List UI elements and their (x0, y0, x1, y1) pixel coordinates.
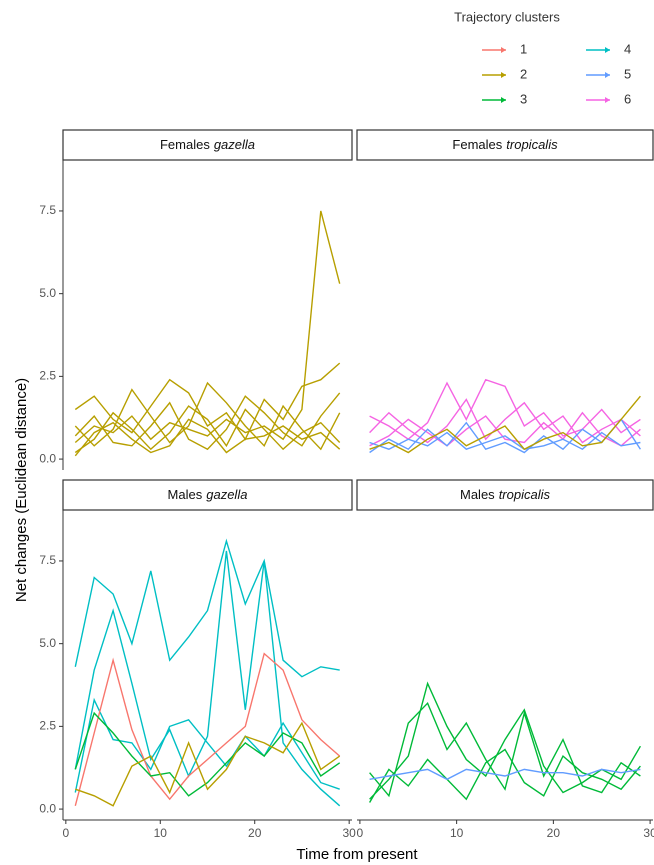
legend-label: 5 (624, 66, 631, 81)
legend-arrow (605, 72, 610, 78)
x-tick-label: 10 (154, 826, 168, 840)
trajectory-line (74, 405, 341, 454)
y-tick-label: 5.0 (39, 636, 56, 650)
legend-label: 4 (624, 41, 631, 56)
legend-arrow (501, 72, 506, 78)
x-tick-label: 20 (547, 826, 561, 840)
legend-label: 2 (520, 66, 527, 81)
facet-strip (62, 129, 353, 161)
facet-species: gazella (206, 487, 247, 502)
legend-arrow (501, 47, 506, 53)
legend-title: Trajectory clusters (454, 9, 560, 24)
x-tick-label: 30 (643, 826, 654, 840)
trajectory-line (369, 681, 642, 800)
x-tick-label: 20 (248, 826, 262, 840)
trajectory-line (74, 418, 341, 457)
trajectory-line (369, 701, 641, 798)
facet-strip (356, 479, 654, 511)
trajectory-line (369, 768, 641, 781)
trajectory-line (74, 550, 341, 807)
y-tick-label: 0.0 (39, 801, 56, 815)
trajectory-line (74, 210, 341, 444)
legend-arrow (501, 97, 506, 103)
facet-species: tropicalis (506, 137, 558, 152)
y-tick-label: 5.0 (39, 286, 56, 300)
facet-title: Males gazella (168, 487, 248, 502)
trajectory-line (369, 411, 641, 447)
trajectory-line (75, 721, 341, 807)
facet-species: gazella (214, 137, 255, 152)
facet-sex: Males (168, 487, 203, 502)
trajectory-line (369, 418, 641, 454)
x-axis-title: Time from present (296, 846, 418, 863)
facet-strip (356, 129, 654, 161)
trajectory-line (74, 711, 341, 797)
x-tick-label: 0 (357, 826, 364, 840)
legend-arrow (605, 97, 610, 103)
y-axis-title: Net changes (Euclidean distance) (13, 378, 30, 602)
x-tick-label: 30 (342, 826, 356, 840)
trajectory-line (74, 538, 340, 678)
y-tick-label: 0.0 (39, 451, 56, 465)
trajectory-line (74, 652, 341, 806)
y-tick-label: 7.5 (39, 203, 56, 217)
legend-label: 6 (624, 91, 631, 106)
facet-title: Males tropicalis (460, 487, 550, 502)
y-tick-label: 2.5 (39, 369, 56, 383)
trajectory-line (74, 381, 341, 451)
y-tick-label: 2.5 (39, 719, 56, 733)
x-tick-label: 10 (450, 826, 464, 840)
facet-title: Females tropicalis (452, 137, 558, 152)
facet-sex: Females (452, 137, 502, 152)
facet-species: tropicalis (499, 487, 551, 502)
facet-strip (62, 479, 353, 511)
trajectory-line (369, 398, 641, 444)
trajectory-line (74, 392, 341, 451)
x-tick-label: 0 (62, 826, 69, 840)
trajectory-line (369, 395, 641, 454)
legend-label: 3 (520, 91, 527, 106)
legend-arrow (605, 47, 610, 53)
legend-label: 1 (520, 41, 527, 56)
trajectory-line (368, 748, 641, 803)
facet-sex: Females (160, 137, 210, 152)
trajectory-line (74, 362, 341, 441)
facet-title: Females gazella (160, 137, 255, 152)
y-tick-label: 7.5 (39, 553, 56, 567)
facet-sex: Males (460, 487, 495, 502)
